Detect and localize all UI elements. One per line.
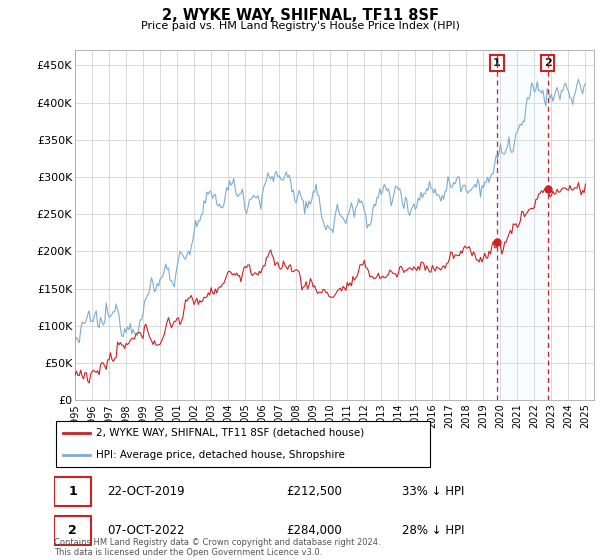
Text: Price paid vs. HM Land Registry's House Price Index (HPI): Price paid vs. HM Land Registry's House … [140,21,460,31]
Bar [497,50,548,400]
FancyBboxPatch shape [54,477,91,506]
Text: 2, WYKE WAY, SHIFNAL, TF11 8SF: 2, WYKE WAY, SHIFNAL, TF11 8SF [161,8,439,24]
Text: 1: 1 [493,58,501,68]
FancyBboxPatch shape [56,421,430,466]
Text: HPI: Average price, detached house, Shropshire: HPI: Average price, detached house, Shro… [95,450,344,460]
Text: 28% ↓ HPI: 28% ↓ HPI [403,524,465,537]
Text: 1: 1 [68,485,77,498]
Text: £284,000: £284,000 [286,524,342,537]
Text: 2, WYKE WAY, SHIFNAL, TF11 8SF (detached house): 2, WYKE WAY, SHIFNAL, TF11 8SF (detached… [95,428,364,438]
Text: 33% ↓ HPI: 33% ↓ HPI [403,485,465,498]
Text: Contains HM Land Registry data © Crown copyright and database right 2024.
This d: Contains HM Land Registry data © Crown c… [54,538,380,557]
Text: 07-OCT-2022: 07-OCT-2022 [107,524,184,537]
FancyBboxPatch shape [54,516,91,545]
Text: £212,500: £212,500 [286,485,342,498]
Text: 2: 2 [68,524,77,537]
Text: 2: 2 [544,58,551,68]
Text: 22-OCT-2019: 22-OCT-2019 [107,485,184,498]
